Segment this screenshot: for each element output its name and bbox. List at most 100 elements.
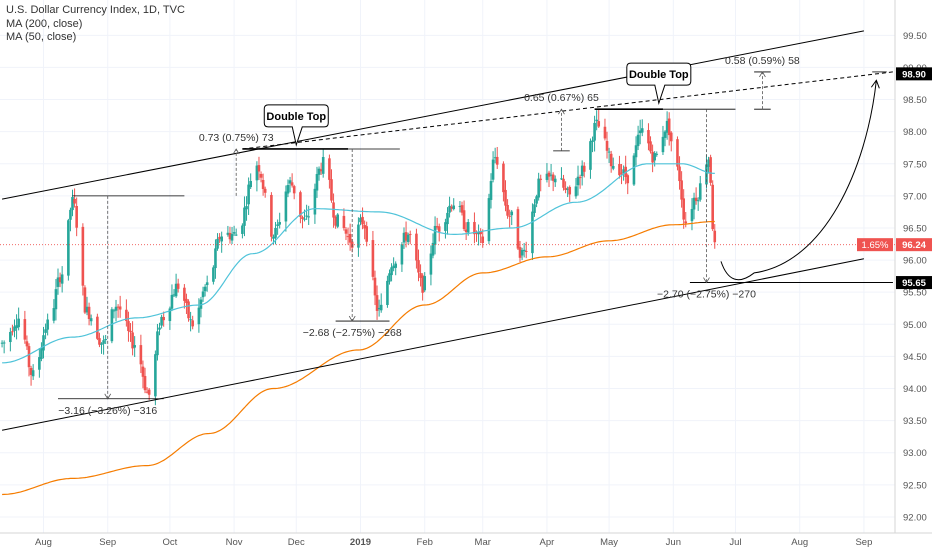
candle-up <box>44 329 47 333</box>
candle-down <box>292 186 296 194</box>
candle-up <box>214 248 217 269</box>
candle-down <box>415 233 418 261</box>
candle-up <box>46 319 49 330</box>
candle-down <box>87 306 91 320</box>
candle-down <box>609 153 613 167</box>
candle-up <box>205 282 209 286</box>
candle-up <box>406 234 410 242</box>
callout-label: Double Top <box>629 69 689 81</box>
candle-up <box>522 249 526 252</box>
candle-up <box>553 178 557 183</box>
candle-down <box>618 164 621 176</box>
candle-up <box>444 222 447 231</box>
y-tick-label: 92.50 <box>903 480 927 491</box>
candle-down <box>435 226 439 228</box>
candle-up <box>321 156 325 174</box>
candle-down <box>605 140 609 151</box>
candle-down <box>129 330 132 333</box>
channel-lower-line <box>1 258 865 431</box>
candle-down <box>29 367 33 375</box>
candle-down <box>185 298 188 303</box>
y-tick-label: 97.00 <box>903 191 927 202</box>
candle-up <box>707 159 710 167</box>
candle-up <box>589 141 592 170</box>
candle-down <box>578 177 582 179</box>
candle-up <box>533 204 536 213</box>
candle-up <box>249 180 252 188</box>
candle-up <box>402 232 406 243</box>
candle-up <box>305 215 308 217</box>
candle-down <box>118 306 122 310</box>
candle-down <box>694 197 698 202</box>
candle-up <box>458 205 462 207</box>
candle-up <box>690 209 694 222</box>
candle-down <box>437 226 441 232</box>
y-tick-label: 99.50 <box>903 31 927 42</box>
measure-arrow <box>104 393 112 400</box>
candle-up <box>274 227 277 238</box>
candle-down <box>139 345 143 365</box>
candle-up <box>104 339 107 341</box>
projection-arrowhead <box>870 79 880 89</box>
candle-down <box>464 229 468 233</box>
candle-up <box>172 294 176 296</box>
candle-up <box>272 236 275 239</box>
dashed-projection-line <box>242 71 893 150</box>
candle-down <box>23 319 27 340</box>
x-tick-label: Jun <box>666 537 681 548</box>
candle-down <box>75 205 78 228</box>
candle-down <box>597 121 601 127</box>
candle-down <box>228 232 232 240</box>
x-tick-label: Nov <box>226 537 243 548</box>
candle-up <box>636 134 640 147</box>
x-tick-label: Aug <box>791 537 808 548</box>
candle-down <box>649 141 652 152</box>
candle-up <box>226 232 230 235</box>
y-tick-label: 97.50 <box>903 159 927 170</box>
y-tick-label: 92.00 <box>903 512 927 523</box>
candle-up <box>663 131 667 138</box>
candle-down <box>711 184 714 230</box>
candle-down <box>259 173 263 178</box>
candle-up <box>357 224 360 248</box>
candle-up <box>386 280 389 306</box>
candle-down <box>176 283 180 289</box>
candle-down <box>524 250 528 252</box>
candle-up <box>31 370 35 377</box>
candlesticks <box>0 109 717 406</box>
current-price-label: 96.24 <box>902 240 926 251</box>
measure-label: 0.65 (0.67%) 65 <box>524 92 599 104</box>
candle-up <box>307 216 310 218</box>
candle-down <box>98 338 101 345</box>
price-level-label: 95.65 <box>902 278 926 289</box>
measure-label: −3.16 (−3.26%) −316 <box>58 405 157 417</box>
chart-legend: U.S. Dollar Currency Index, 1D, TVC MA (… <box>6 4 185 45</box>
candle-down <box>562 178 565 188</box>
candle-down <box>547 172 551 177</box>
candle-up <box>487 198 491 242</box>
candle-down <box>651 151 654 163</box>
candle-down <box>125 309 128 322</box>
candle-up <box>400 244 404 265</box>
candle-up <box>661 136 665 153</box>
candle-down <box>475 232 478 234</box>
candle-down <box>539 178 543 180</box>
y-tick-label: 94.00 <box>903 384 927 395</box>
candle-up <box>245 206 248 210</box>
candle-up <box>170 294 174 309</box>
callout-box <box>626 62 692 106</box>
candle-up <box>489 181 493 200</box>
pct-change-label: 1.65% <box>862 240 889 251</box>
candle-up <box>591 140 594 142</box>
candle-up <box>278 222 281 225</box>
candle-up <box>201 291 205 298</box>
x-tick-label: Mar <box>475 537 491 548</box>
candle-up <box>112 310 116 312</box>
measure-arrow <box>759 71 766 78</box>
legend-ma50: MA (50, close) <box>6 31 77 43</box>
candle-down <box>342 215 346 229</box>
candle-down <box>682 198 685 220</box>
candle-down <box>361 216 364 225</box>
candle-up <box>379 304 383 311</box>
